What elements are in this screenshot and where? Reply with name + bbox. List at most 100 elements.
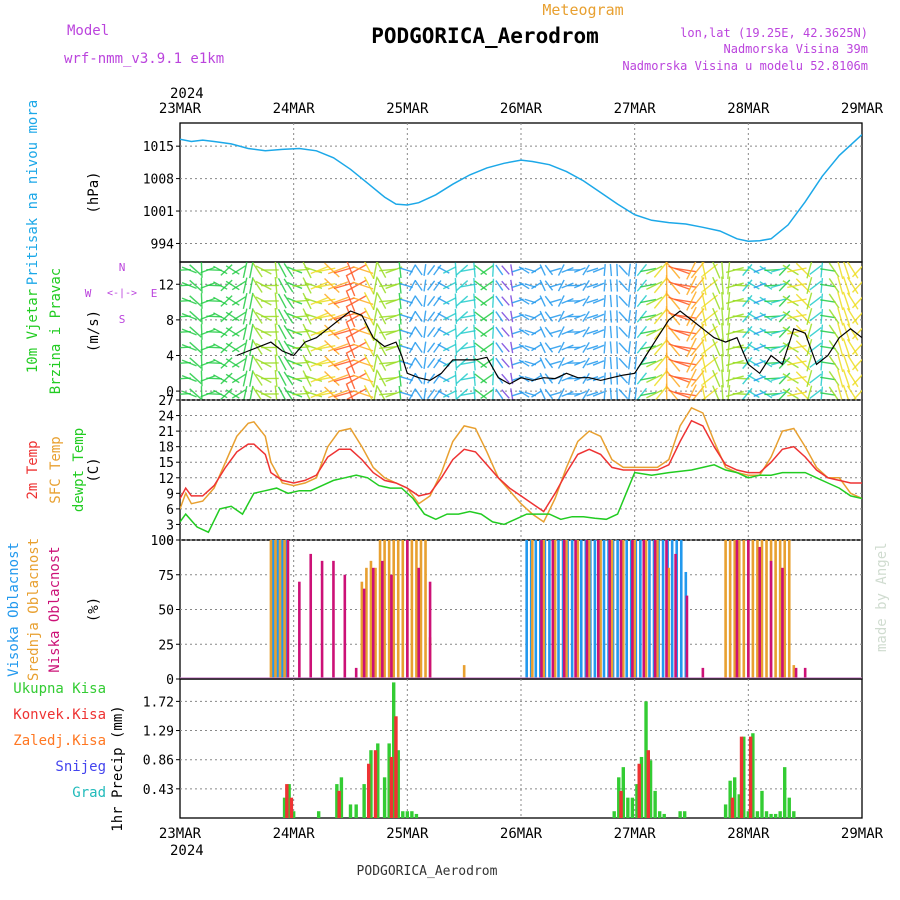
wind-arrow <box>200 339 203 356</box>
wind-arrow <box>787 391 807 397</box>
wind-arrow <box>423 279 427 292</box>
wind-arrow <box>399 267 413 273</box>
wind-arrow <box>189 264 202 276</box>
wind-arrow <box>473 262 476 278</box>
bar-high_cloud <box>271 540 275 679</box>
wind-arrow <box>603 264 606 276</box>
wind-arrow <box>653 355 668 371</box>
precip-legend-total_precip: Ukupna Kisa <box>13 681 106 697</box>
wind-arrow <box>283 278 294 293</box>
wind-arrow <box>616 387 619 400</box>
wind-arrow <box>646 358 663 368</box>
wind-arrow <box>837 338 844 357</box>
bar-high_cloud <box>534 540 538 679</box>
wind-arrow <box>609 310 613 323</box>
bar-mid_cloud <box>728 540 732 679</box>
wind-arrow <box>618 326 629 338</box>
wind-arrow <box>324 355 340 371</box>
wind-arrow <box>592 344 605 351</box>
wind-arrow <box>628 387 632 400</box>
wind-arrow <box>518 359 530 367</box>
bottom-date-23mar: 23MAR <box>159 826 202 842</box>
panel-cloud: 0 25 50 75 100 Visoka Oblacnost Srednja Oblacn… <box>6 534 863 688</box>
wind-arrow <box>586 345 599 350</box>
wind-arrow <box>302 292 312 310</box>
bar-total_precip <box>737 794 741 818</box>
top-date-27mar: 27MAR <box>614 101 657 117</box>
wind-arrow <box>510 326 514 338</box>
wind-arrow <box>242 354 248 372</box>
wind-arrow <box>846 338 859 357</box>
wind-arrow <box>302 308 312 325</box>
wind-arrow <box>837 369 844 388</box>
bar-low_cloud <box>540 540 543 679</box>
wind-arrow <box>414 311 423 322</box>
wind-arrow <box>427 357 436 369</box>
wind-arrow <box>283 386 294 400</box>
wind-arrow <box>686 262 697 280</box>
wind-arrow <box>327 296 349 306</box>
wind-arrow <box>627 356 632 370</box>
wind-arrow <box>310 358 329 368</box>
wind-arrow <box>283 262 294 278</box>
bar-total_precip <box>657 811 662 818</box>
bar-total_precip <box>387 743 391 818</box>
wind-arrow <box>189 388 202 400</box>
bar-total_precip <box>316 811 321 818</box>
wind-arrow <box>634 387 638 400</box>
bar-low_cloud <box>390 574 393 679</box>
wind-arrow <box>460 329 476 335</box>
wind-arrow <box>474 388 488 400</box>
wind-arrow <box>668 389 690 399</box>
wind-arrow <box>433 373 442 384</box>
wind-arrow <box>427 373 436 384</box>
bar-total_precip <box>348 804 353 818</box>
wind-arrow <box>603 388 606 400</box>
ytick-label: 1008 <box>143 173 174 188</box>
wind-arrow <box>363 307 375 326</box>
wind-arrow <box>747 296 760 306</box>
bar-low_cloud <box>585 540 589 679</box>
wind-arrow <box>302 262 312 279</box>
wind-arrow <box>473 371 476 386</box>
wind-arrow <box>665 354 681 372</box>
wind-arrow <box>433 388 442 400</box>
lonlat-text: lon,lat (19.25E, 42.3625N) <box>680 26 868 40</box>
wind-arrow <box>837 262 844 280</box>
wind-arrow <box>653 262 668 278</box>
wind-arrow <box>778 357 791 369</box>
wind-arrow <box>557 310 565 323</box>
wind-arrow <box>557 357 565 369</box>
wind-arrow <box>712 323 721 341</box>
wind-arrow <box>674 329 697 335</box>
wind-arrow <box>456 311 469 322</box>
wind-arrow <box>586 314 599 319</box>
wind-arrow <box>474 264 488 276</box>
wind-arrow <box>242 262 248 279</box>
wind-arrow <box>618 264 629 276</box>
wind-arrow <box>252 309 263 324</box>
wind-arrow <box>592 329 605 335</box>
wind-arrow <box>582 372 590 385</box>
wind-arrow <box>399 360 413 366</box>
top-date-labels: 23MAR 24MAR 25MAR 26MAR 27MAR 28MAR 29MAR <box>159 101 884 117</box>
wind-arrow <box>363 353 375 373</box>
wind-arrow <box>460 345 476 350</box>
wind-arrow <box>701 337 707 358</box>
wind-arrow <box>837 307 844 326</box>
wind-arrow <box>690 339 705 356</box>
wind-arrow <box>456 388 469 400</box>
bar-total_precip <box>621 767 625 818</box>
model-label: Model <box>67 23 109 39</box>
wind-arrow <box>200 262 203 278</box>
wind-arrow <box>346 294 367 308</box>
wind-arrow <box>423 264 427 276</box>
wind-arrow <box>442 266 457 274</box>
wind-arrow <box>249 262 254 279</box>
wind-arrow <box>842 369 851 388</box>
wind-arrow <box>778 326 791 338</box>
wind-arrow <box>787 282 807 289</box>
wind-arrow <box>842 384 850 400</box>
bottom-date-labels: 23MAR 24MAR 25MAR 26MAR 27MAR 28MAR 29MAR <box>159 826 884 842</box>
